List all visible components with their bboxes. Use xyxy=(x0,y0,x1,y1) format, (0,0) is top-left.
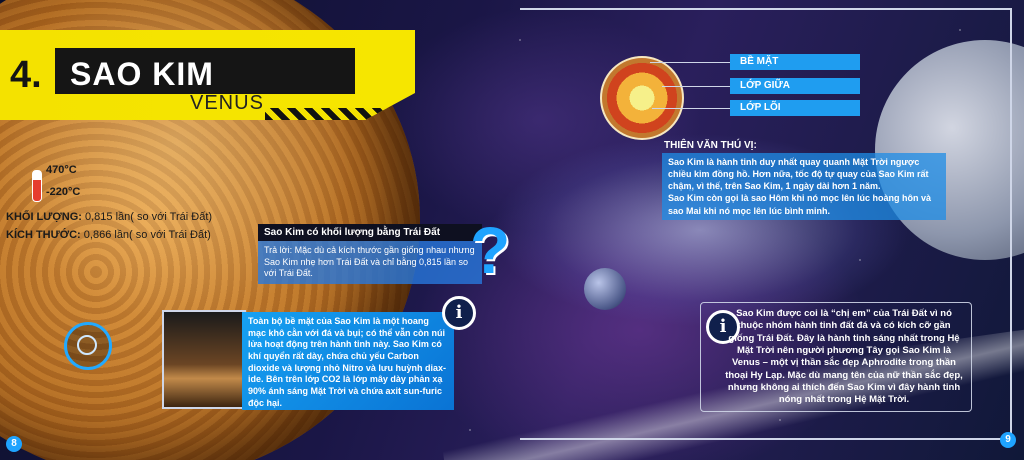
fun-fact-paragraph-1: Sao Kim là hành tinh duy nhất quay quanh… xyxy=(668,157,929,192)
target-dial-icon xyxy=(64,322,112,370)
page-title: SAO KIM xyxy=(70,56,214,92)
temp-low: -220°C xyxy=(46,186,81,198)
mass-label: KHỐI LƯỢNG: xyxy=(6,211,82,223)
layer-connector xyxy=(652,108,730,109)
mass-stat: KHỐI LƯỢNG: 0,815 lần( so với Trái Đất) xyxy=(6,211,212,223)
info-icon: i xyxy=(706,310,740,344)
sister-planet-info-text: Sao Kim được coi là “chị em” của Trái Đấ… xyxy=(725,308,963,406)
size-value: 0,866 lần( so với Trái Đất) xyxy=(80,229,211,241)
fun-fact-heading: THIÊN VĂN THÚ VỊ: xyxy=(664,140,757,151)
fun-fact-paragraph-2: Sao Kim còn gọi là sao Hôm khi nó mọc lê… xyxy=(668,193,932,216)
fun-fact-box: Sao Kim là hành tinh duy nhất quay quanh… xyxy=(662,153,946,220)
page-subtitle: VENUS xyxy=(190,92,264,114)
layer-connector xyxy=(650,62,730,63)
page-number-left: 8 xyxy=(6,436,22,452)
mass-value: 0,815 lần( so với Trái Đất) xyxy=(81,211,213,223)
size-label: KÍCH THƯỚC: xyxy=(6,229,81,241)
size-stat: KÍCH THƯỚC: 0,866 lần( so với Trái Đất) xyxy=(6,229,211,241)
layer-connector xyxy=(662,86,730,87)
layer-label-middle: LỚP GIỮA xyxy=(730,78,860,94)
chapter-number: 4. xyxy=(10,54,42,96)
surface-info-text: Toàn bộ bề mặt của Sao Kim là một hoang … xyxy=(242,312,454,410)
venus-cutaway-image xyxy=(600,56,684,140)
temp-high: 470°C xyxy=(46,164,77,176)
info-right-frame xyxy=(700,302,972,412)
qa-question: Sao Kim có khối lượng bằng Trái Đất xyxy=(258,224,482,241)
layer-label-surface: BỀ MẶT xyxy=(730,54,860,70)
qa-answer: Trả lời: Mặc dù cả kích thước gần giống … xyxy=(258,241,482,285)
layer-label-core: LỚP LÕI xyxy=(730,100,860,116)
venus-surface-image xyxy=(162,310,246,409)
frame-bottom-line xyxy=(520,438,1010,440)
qa-box: Sao Kim có khối lượng bằng Trái Đất Trả … xyxy=(258,224,482,285)
frame-right-line xyxy=(1010,8,1012,438)
frame-top-line xyxy=(520,8,1010,10)
question-mark-icon: ? xyxy=(470,213,511,287)
thermometer-icon xyxy=(32,170,42,202)
small-planet-image xyxy=(584,268,626,310)
info-icon: i xyxy=(442,296,476,330)
title-background xyxy=(55,48,355,94)
page-number-right: 9 xyxy=(1000,432,1016,448)
